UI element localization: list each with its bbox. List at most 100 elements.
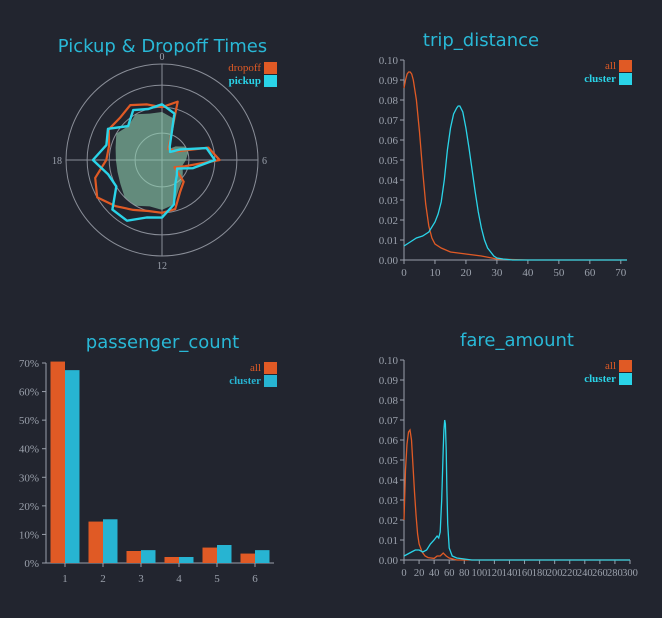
y-tick-label: 40%	[19, 444, 39, 456]
x-tick-label: 4	[176, 573, 182, 585]
legend-swatch-dropoff	[264, 62, 277, 74]
panel-trip-distance: trip_distance 0.00 0.01 0.02 0.03 0.04 0.05 0.…	[331, 0, 662, 300]
legend-swatch-cluster	[619, 73, 632, 85]
x-tick-label: 70	[615, 267, 627, 279]
y-tick-label: 0%	[24, 558, 39, 570]
panel-pickup-dropoff: Pickup & Dropoff Times 0 6 12 18 dropoff pick…	[0, 0, 330, 300]
legend-label-cluster: cluster	[229, 375, 261, 387]
x-tick-label: 120	[487, 568, 503, 579]
radar-series-pickup	[91, 103, 217, 222]
legend-label-cluster: cluster	[584, 373, 616, 385]
y-tick-label: 0.04	[379, 175, 399, 187]
x-tick-label: 30	[491, 267, 503, 279]
bar-cluster	[141, 550, 156, 563]
legend-label-all: all	[250, 362, 261, 374]
y-tick-label: 0.07	[379, 415, 399, 427]
x-tick-label: 100	[471, 568, 487, 579]
x-tick-label: 1	[62, 573, 68, 585]
y-tick-label: 0.03	[379, 495, 399, 507]
y-tick-label: 0.02	[379, 515, 398, 527]
y-tick-label: 0.10	[379, 55, 399, 67]
bar-all	[240, 553, 255, 563]
radar-tick-label: 0	[160, 52, 165, 63]
legend-swatch-cluster	[619, 373, 632, 385]
density-line-all	[403, 428, 630, 561]
y-tick-label: 0.06	[379, 435, 399, 447]
fare-amount-chart: 0.00 0.01 0.02 0.03 0.04 0.05 0.06 0.07 0.08 0.09…	[379, 355, 638, 579]
y-tick-label: 0.08	[379, 395, 399, 407]
y-tick-label: 50%	[19, 415, 39, 427]
legend-label-all: all	[605, 360, 616, 372]
x-tick-label: 200	[547, 568, 563, 579]
x-tick-label: 0	[401, 267, 407, 279]
y-tick-label: 0.09	[379, 75, 399, 87]
x-tick-label: 50	[553, 267, 565, 279]
x-tick-label: 60	[444, 568, 455, 579]
bar-all	[50, 361, 65, 563]
legend-label-cluster: cluster	[584, 73, 616, 85]
x-tick-label: 300	[622, 568, 638, 579]
legend-swatch-all	[619, 60, 632, 72]
radar-tick-label: 6	[262, 156, 267, 167]
panel-passenger-count: passenger_count 0% 10% 20% 30% 40% 50% 60% 70% 1…	[0, 300, 330, 618]
bar-cluster	[179, 557, 194, 563]
chart-title-passenger-count: passenger_count	[85, 332, 240, 353]
bar-cluster	[255, 550, 270, 563]
bar-cluster	[65, 370, 80, 563]
bar-cluster	[217, 545, 232, 563]
panel-fare-amount: fare_amount 0.00 0.01 0.02 0.03 0.04 0.05 0.06…	[331, 300, 662, 618]
y-tick-label: 0.00	[379, 555, 399, 567]
x-tick-label: 140	[502, 568, 518, 579]
trip-distance-chart: 0.00 0.01 0.02 0.03 0.04 0.05 0.06 0.07 0.08 0.09…	[379, 55, 632, 279]
bar-all	[202, 547, 217, 563]
y-tick-label: 0.04	[379, 475, 399, 487]
y-tick-label: 0.01	[379, 535, 398, 547]
x-tick-label: 3	[138, 573, 144, 585]
x-tick-label: 160	[517, 568, 533, 579]
x-tick-label: 6	[252, 573, 258, 585]
y-tick-label: 70%	[19, 358, 39, 370]
x-tick-label: 240	[577, 568, 593, 579]
y-tick-label: 0.09	[379, 375, 399, 387]
x-tick-label: 0	[401, 568, 406, 579]
y-tick-label: 0.02	[379, 215, 398, 227]
x-tick-label: 220	[562, 568, 578, 579]
y-tick-label: 20%	[19, 501, 39, 513]
y-tick-label: 0.05	[379, 155, 399, 167]
x-tick-label: 80	[459, 568, 470, 579]
y-tick-label: 0.01	[379, 235, 398, 247]
chart-title-trip-distance: trip_distance	[422, 30, 540, 51]
legend-label-all: all	[605, 60, 616, 72]
chart-title-pickup-dropoff: Pickup & Dropoff Times	[57, 36, 268, 57]
bar-cluster	[103, 519, 118, 563]
bar-all	[88, 521, 103, 563]
y-tick-label: 0.07	[379, 115, 399, 127]
x-tick-label: 10	[429, 267, 441, 279]
y-tick-label: 0.05	[379, 455, 399, 467]
y-tick-label: 0.06	[379, 135, 399, 147]
legend-swatch-cluster	[264, 375, 277, 387]
legend-label-pickup: pickup	[229, 75, 261, 87]
y-tick-label: 0.00	[379, 255, 399, 267]
density-line-cluster	[403, 419, 630, 561]
chart-title-fare-amount: fare_amount	[460, 330, 574, 351]
bar-all	[164, 557, 179, 563]
legend-swatch-pickup	[264, 75, 277, 87]
x-tick-label: 180	[532, 568, 548, 579]
x-tick-label: 40	[522, 267, 534, 279]
x-tick-label: 60	[584, 267, 596, 279]
y-tick-label: 10%	[19, 529, 39, 541]
legend-label-dropoff: dropoff	[228, 62, 261, 74]
y-tick-label: 0.08	[379, 95, 399, 107]
density-line-all	[403, 71, 627, 261]
x-tick-label: 260	[592, 568, 608, 579]
y-tick-label: 0.10	[379, 355, 399, 367]
legend-swatch-all	[264, 362, 277, 374]
y-tick-label: 60%	[19, 387, 39, 399]
x-tick-label: 2	[100, 573, 106, 585]
x-tick-label: 20	[414, 568, 425, 579]
y-tick-label: 0.03	[379, 195, 399, 207]
x-tick-label: 280	[607, 568, 623, 579]
